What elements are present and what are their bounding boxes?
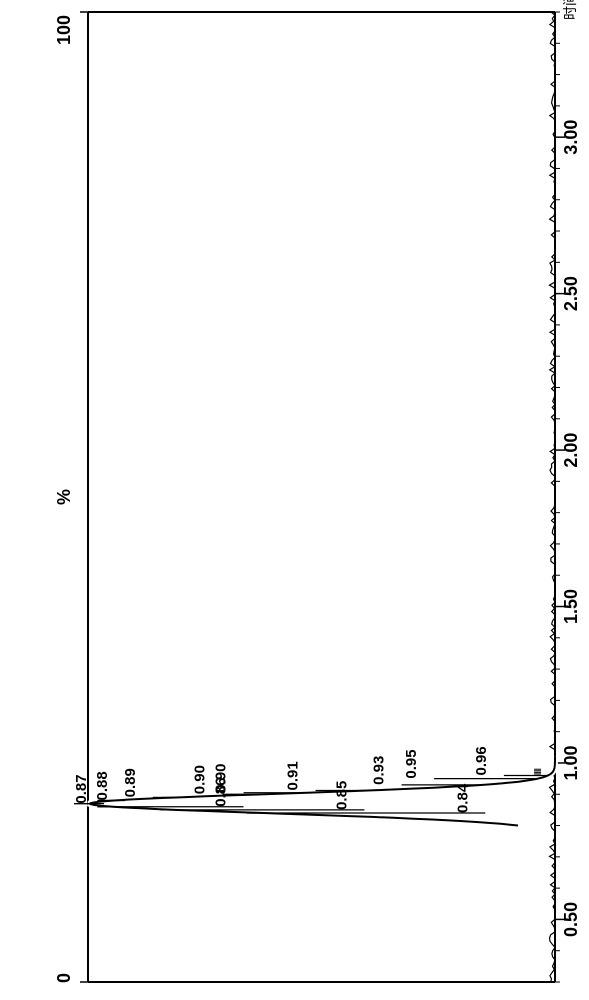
spectrum-chart: 0.50 1.00 1.50 2.00 2.50 3.00 时间 100 0% 0.870.88 0… <box>0 0 589 1000</box>
percent-axis-label: % <box>54 489 74 505</box>
peak-value-label: 0.87 <box>73 774 90 803</box>
time-tick-label: 1.50 <box>561 589 581 624</box>
time-tick-label: 2.00 <box>561 433 581 468</box>
peak-value-label: 0.89 <box>122 768 139 797</box>
peak-value-label: 0.96 <box>473 746 490 775</box>
peak-value-label: 0.88 <box>94 771 111 800</box>
time-tick-label: 1.00 <box>561 745 581 780</box>
time-axis-label: 时间 <box>563 0 579 20</box>
peak-value-label: 0.85 <box>333 781 350 810</box>
percent-tick-100: 100 <box>54 15 74 45</box>
percent-tick-0: 0 <box>54 973 74 983</box>
peak-value-label: 0.93 <box>371 756 388 785</box>
time-tick-label: 0.50 <box>561 902 581 937</box>
peak-value-label: 0.84 <box>454 783 471 813</box>
peak-value-label: 0.95 <box>403 749 420 778</box>
peak-value-label: 0.90 <box>192 765 209 794</box>
peak-value-label: 0.91 <box>285 761 302 790</box>
time-tick-label: 2.50 <box>561 276 581 311</box>
peak-value-label: 0.86 <box>213 778 230 807</box>
time-tick-label: 3.00 <box>561 120 581 155</box>
